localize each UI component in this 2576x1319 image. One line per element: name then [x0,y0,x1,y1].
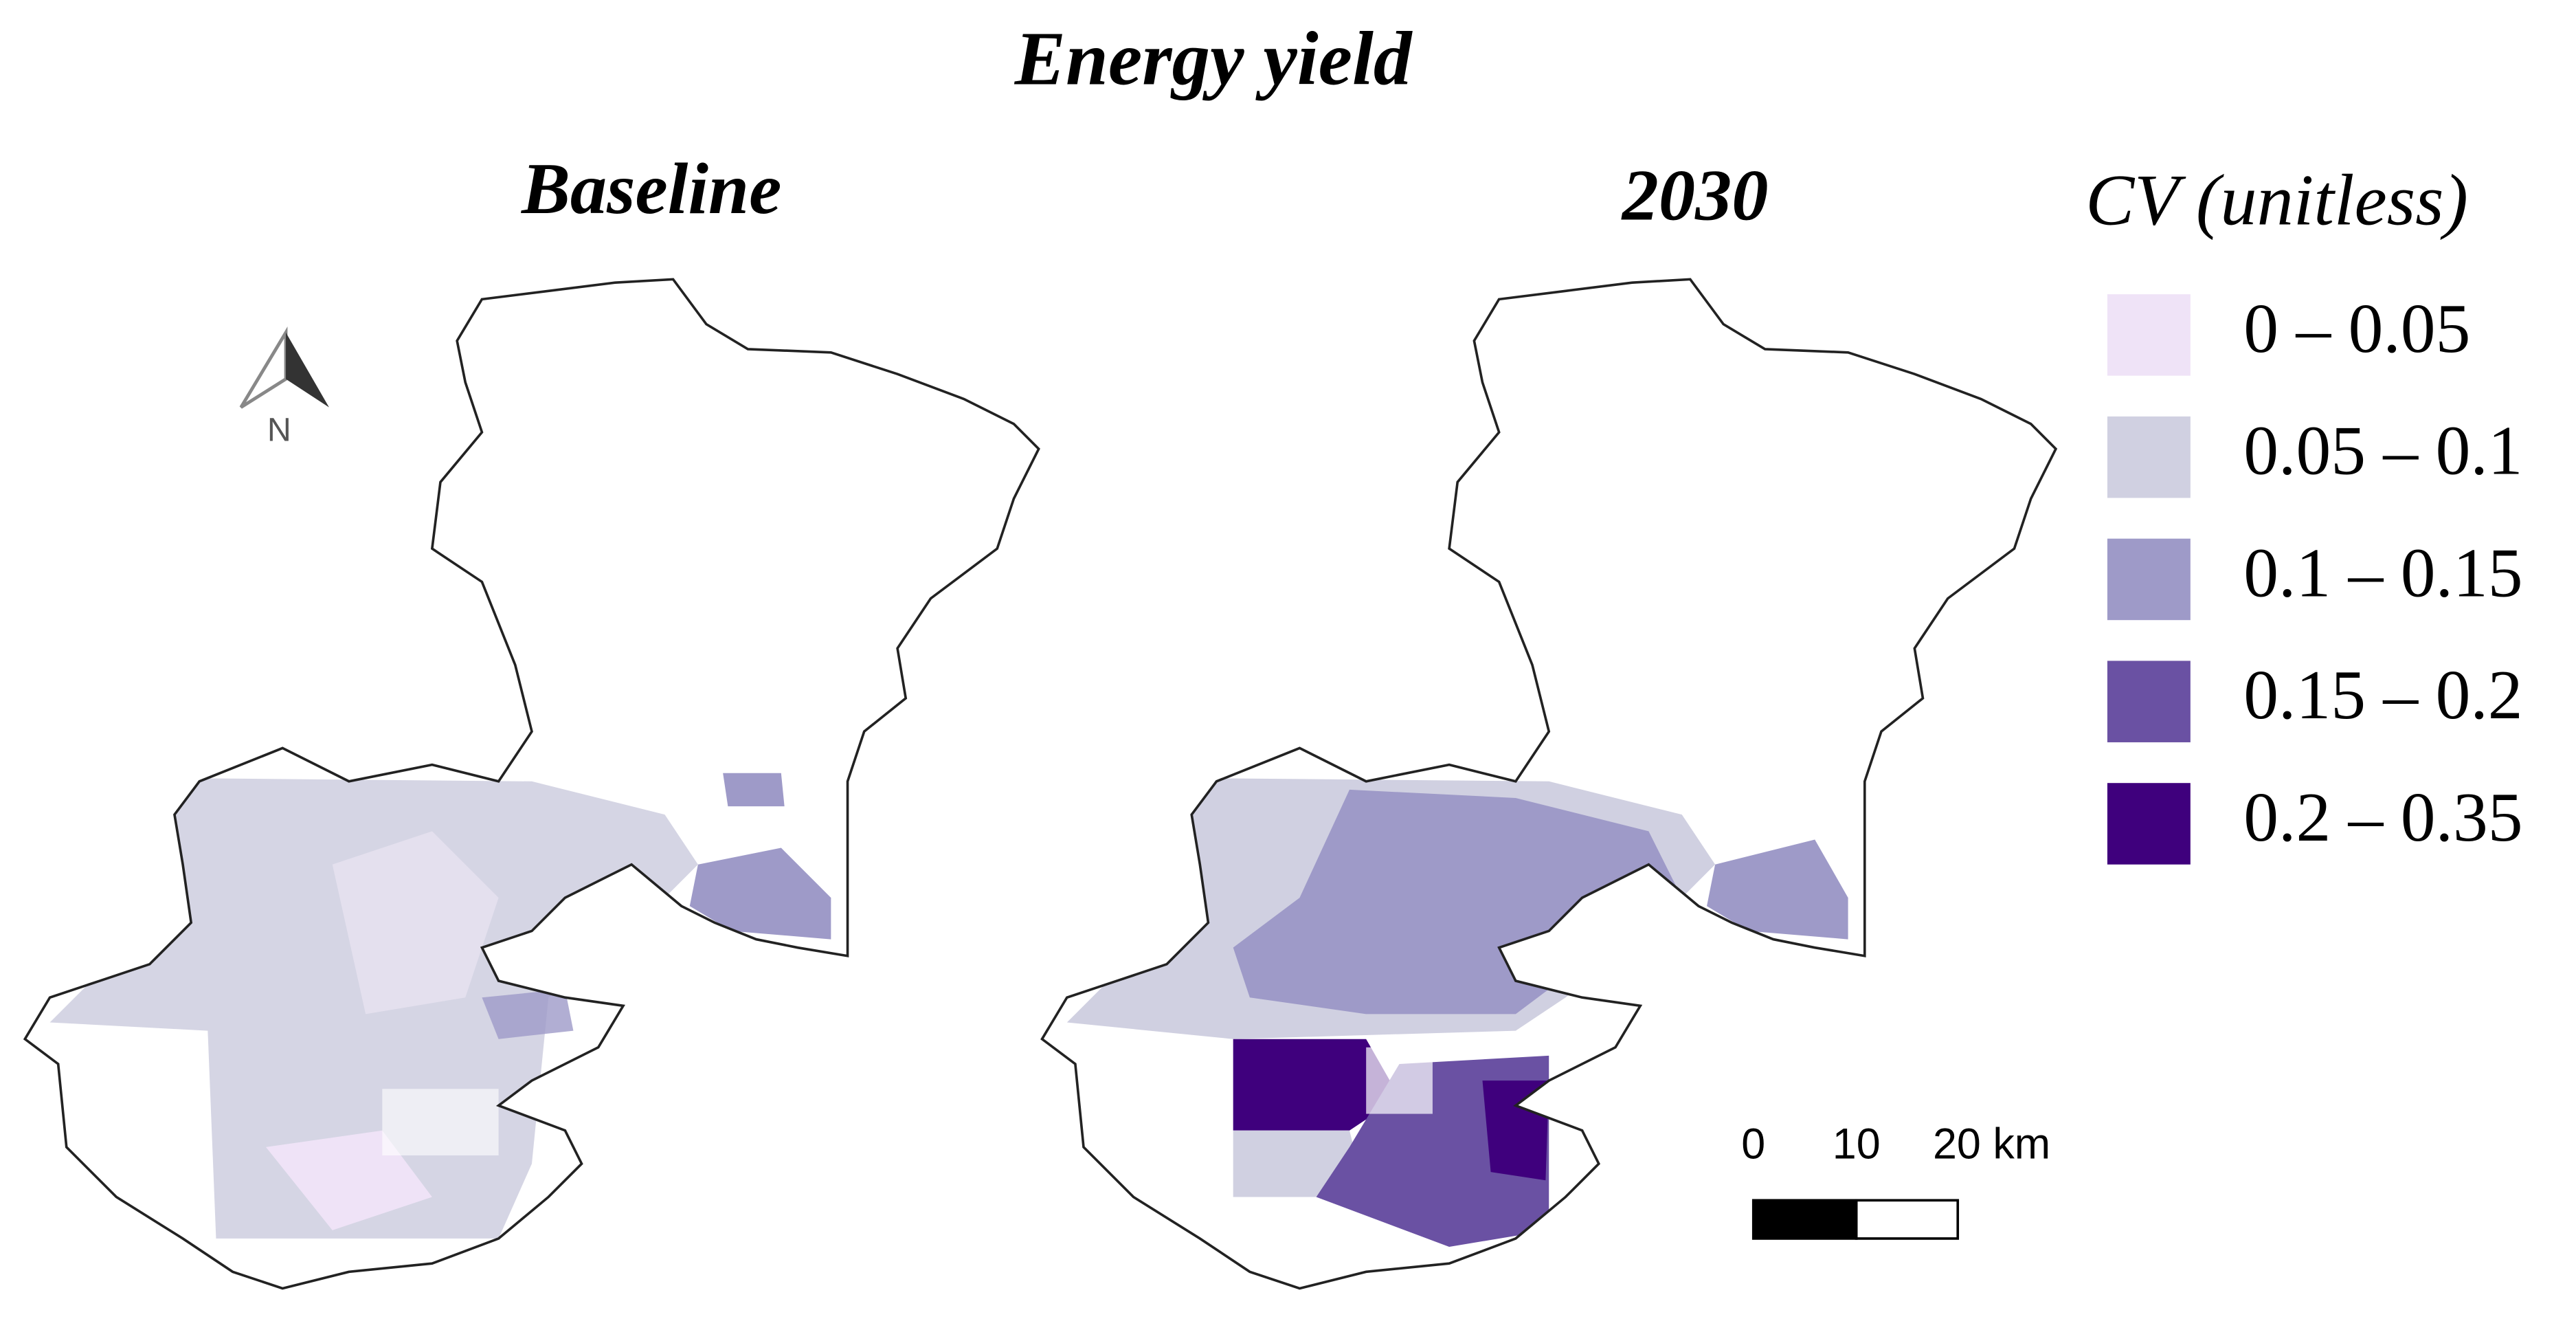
scale-label: 0 [1741,1120,1765,1168]
future-map [1040,278,2057,1290]
legend-swatch [2107,416,2191,498]
raster-gap [382,1089,499,1155]
north-label: N [267,412,291,449]
panel-title: 2030 [1621,155,1769,236]
scale-segment [1751,1199,1858,1240]
legend-swatch [2107,538,2191,621]
raster-patch [1707,839,1848,940]
scale-bar: 0 10 20 km [1741,1120,2050,1240]
raster-patch [1233,1039,1400,1131]
legend-label: 0.05 – 0.1 [2243,412,2522,489]
legend-label: 0.1 – 0.15 [2243,533,2522,611]
raster-gap [1366,1047,1433,1114]
legend-label: 0.15 – 0.2 [2243,656,2522,733]
scale-label: 20 km [1933,1120,2050,1168]
raster-patch [482,989,574,1039]
legend-label: 0 – 0.05 [2243,289,2470,367]
north-arrow: N [239,326,329,449]
raster [1066,777,1848,1248]
legend-swatch [2107,783,2191,865]
raster-patch [723,773,785,807]
panel-title: Baseline [521,148,781,230]
north-arrow-right [286,332,329,408]
scale-segment [1855,1199,1960,1240]
raster [49,773,831,1239]
raster-patch [689,847,831,940]
legend-title: CV (unitless) [2085,160,2468,241]
baseline-map [23,278,1040,1290]
north-arrow-left [239,326,288,409]
figure-title: Energy yield [1014,16,1413,101]
raster-patch [1482,1080,1549,1181]
legend-swatch [2107,661,2191,742]
raster-patch [332,831,499,1015]
legend-label: 0.2 – 0.35 [2243,778,2522,856]
legend-swatch [2107,294,2191,376]
legend: CV (unitless) 0 – 0.05 0.05 – 0.1 0.1 – 0.… [2085,160,2523,865]
scale-label: 10 [1833,1120,1881,1168]
